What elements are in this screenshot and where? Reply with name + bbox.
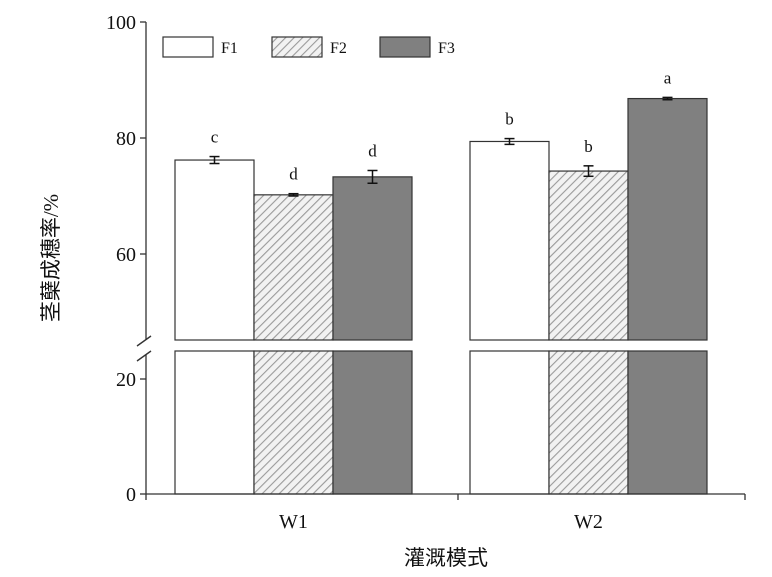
bar-F2-W1 <box>253 194 334 341</box>
bar-lower-F2-W2 <box>548 350 629 495</box>
error-bar-F1-W1 <box>209 155 220 165</box>
y-tick-label: 100 <box>106 12 136 34</box>
axis-break-mark <box>136 335 152 347</box>
legend-item-F2: F2 <box>271 36 347 58</box>
bar-F2-W2 <box>548 170 629 341</box>
significance-letter: d <box>289 165 298 184</box>
legend-item-F3: F3 <box>379 36 455 58</box>
y-tick-label: 0 <box>126 484 136 506</box>
legend-label: F1 <box>221 40 238 57</box>
legend-swatch <box>379 36 431 58</box>
legend-label: F2 <box>330 40 347 57</box>
error-bar-F3-W2 <box>662 96 673 101</box>
legend-label: F3 <box>438 40 455 57</box>
bar-F3-W2 <box>627 97 708 341</box>
bar-lower-F1-W2 <box>469 350 550 495</box>
bars-layer: c d d b b a <box>174 68 708 495</box>
significance-letter: b <box>505 110 514 129</box>
x-category-label: W2 <box>574 511 603 533</box>
x-axis-title: 灌溉模式 <box>404 546 488 570</box>
legend-swatch <box>162 36 214 58</box>
bar-F1-W1 <box>174 159 255 341</box>
significance-letter: c <box>211 128 219 147</box>
significance-letter: b <box>584 137 593 156</box>
y-axis: 0 20 60 80 100 W1 W2 <box>106 12 746 533</box>
significance-letter: a <box>664 68 672 87</box>
y-tick-label: 20 <box>116 369 136 391</box>
legend-item-F1: F1 <box>162 36 238 58</box>
x-category-label: W1 <box>279 511 308 533</box>
error-bar-F2-W1 <box>288 192 299 197</box>
legend: F1 F2 F3 <box>162 36 455 58</box>
bar-F3-W1 <box>332 176 413 341</box>
y-axis-title: 茎蘖成穗率/% <box>39 194 63 322</box>
error-bar-F1-W2 <box>504 137 515 146</box>
bar-F1-W2 <box>469 140 550 341</box>
y-tick-label: 80 <box>116 128 136 150</box>
error-bar-F3-W1 <box>367 169 378 184</box>
legend-swatch <box>271 36 323 58</box>
significance-letter: d <box>368 141 377 160</box>
bar-lower-F1-W1 <box>174 350 255 495</box>
axis-break-mark <box>136 350 152 362</box>
bar-lower-F3-W2 <box>627 350 708 495</box>
y-tick-label: 60 <box>116 244 136 266</box>
error-bar-F2-W2 <box>583 165 594 178</box>
bar-lower-F2-W1 <box>253 350 334 495</box>
bar-lower-F3-W1 <box>332 350 413 495</box>
